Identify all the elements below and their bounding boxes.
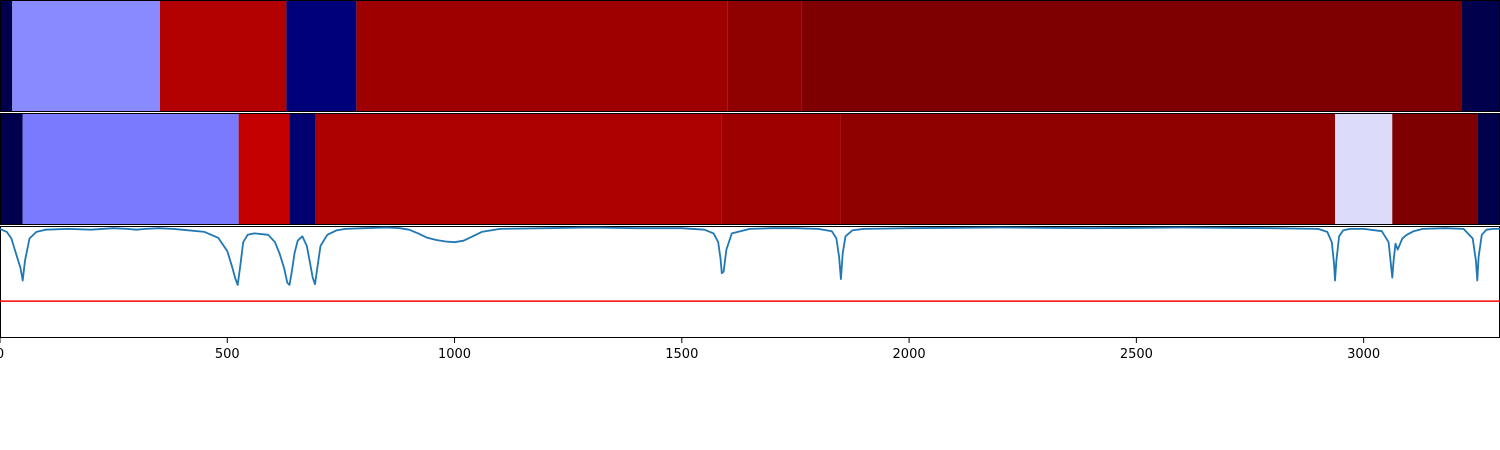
heatmap-row-1-segment-6 — [727, 0, 802, 112]
heatmap-row-2-segment-3 — [238, 113, 290, 225]
heatmap-row-2-segment-4 — [289, 113, 315, 225]
heatmap-rows — [0, 0, 1500, 225]
x-tick-label-1500: 1500 — [665, 347, 698, 362]
x-tick-label-2500: 2500 — [1120, 347, 1153, 362]
heatmap-row-1-segment-2 — [12, 0, 161, 112]
heatmap-row-2-segment-1 — [0, 113, 23, 225]
heatmap-row-2-segment-10 — [1477, 113, 1500, 225]
heatmap-row-2-segment-8 — [1335, 113, 1393, 225]
heatmap-row-1-segment-4 — [286, 0, 357, 112]
heatmap-row-1-segment-1 — [0, 0, 13, 112]
heatmap-row-1-segment-8 — [1461, 0, 1500, 112]
heatmap-row-1-segment-7 — [801, 0, 1462, 112]
heatmap-row-2-segment-9 — [1392, 113, 1478, 225]
x-axis: 0 500 1000 1500 2000 2500 3000 — [0, 338, 1380, 362]
x-tick-label-0: 0 — [0, 347, 4, 362]
heatmap-row-2-segment-5 — [315, 113, 722, 225]
x-tick-label-2000: 2000 — [893, 347, 926, 362]
series-line — [0, 226, 1500, 286]
heatmap-row-2-segment-7 — [840, 113, 1335, 225]
heatmap-row-2-segment-2 — [22, 113, 239, 225]
line-panel-frame — [0, 226, 1500, 338]
heatmap-row-1-segment-3 — [160, 0, 287, 112]
line-panel — [0, 226, 1500, 338]
x-tick-label-1000: 1000 — [438, 347, 471, 362]
x-tick-label-3000: 3000 — [1347, 347, 1380, 362]
x-tick-label-500: 500 — [215, 347, 240, 362]
heatmap-row-2-segment-6 — [721, 113, 841, 225]
heatmap-row-1-segment-5 — [356, 0, 728, 112]
